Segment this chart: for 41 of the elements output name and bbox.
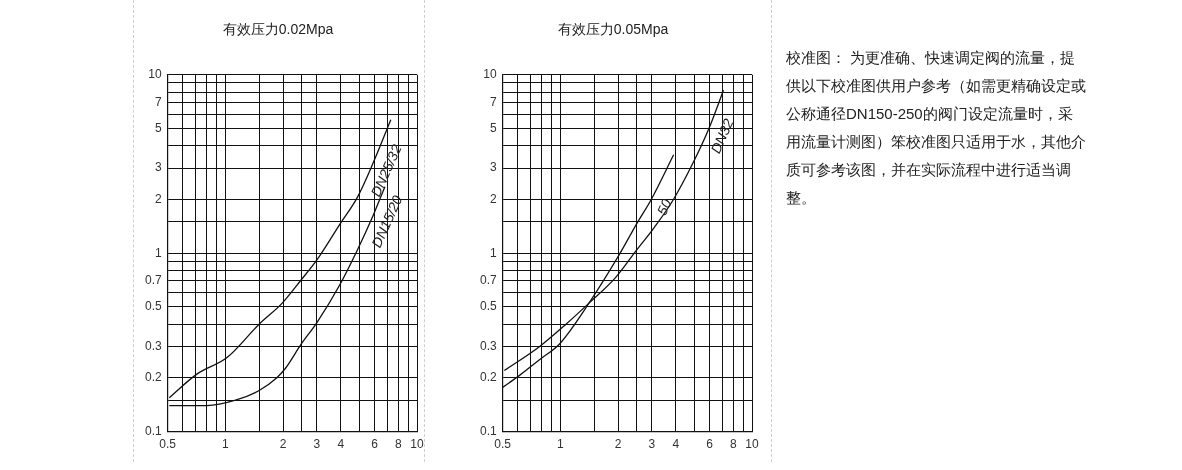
y-tick-label: 0.1	[479, 423, 497, 438]
x-tick-label: 1	[557, 437, 565, 452]
y-tick-label: 3	[154, 160, 162, 175]
y-tick-label: 3	[489, 160, 497, 175]
x-tick-label: 10	[410, 437, 424, 452]
y-tick-label: 0.3	[479, 338, 497, 353]
chart-title: 有效压力0.02Mpa	[222, 21, 334, 38]
text: DN32	[707, 116, 737, 156]
x-tick-label: 8	[395, 437, 403, 452]
x-tick-label: 1	[222, 437, 230, 452]
y-tick-label: 7	[154, 94, 162, 109]
y-tick-label: 0.7	[479, 273, 497, 288]
x-tick-label: 4	[337, 437, 345, 452]
y-tick-label: 0.1	[144, 423, 162, 438]
y-tick-label: 10	[148, 67, 162, 82]
y-tick-label: 2	[489, 191, 497, 206]
y-tick-label: 5	[489, 120, 497, 135]
y-tick-label: 0.5	[144, 299, 162, 314]
text: 50	[653, 196, 675, 218]
chart-title: 有效压力0.05Mpa	[557, 21, 669, 38]
x-tick-label: 8	[730, 437, 738, 452]
y-tick-label: 1	[154, 245, 162, 260]
y-tick-label: 2	[154, 191, 162, 206]
x-tick-label: 2	[279, 437, 287, 452]
y-tick-label: 0.3	[144, 338, 162, 353]
y-tick-label: 0.7	[144, 273, 162, 288]
y-tick-label: 0.2	[144, 370, 162, 385]
y-tick-label: 5	[154, 120, 162, 135]
y-tick-label: 7	[489, 94, 497, 109]
y-tick-label: 10	[483, 67, 497, 82]
x-tick-label: 3	[648, 437, 656, 452]
y-tick-label: 1	[489, 245, 497, 260]
x-tick-label: 6	[706, 437, 714, 452]
x-tick-label: 6	[371, 437, 379, 452]
y-tick-label: 0.5	[479, 299, 497, 314]
x-tick-label: 2	[614, 437, 622, 452]
y-tick-label: 0.2	[479, 370, 497, 385]
text: 校准图： 为更准确、快速调定阀的流量，提供以下校准图供用户参考（如需更精确设定或公称通径DN150-250的阀门设定流量时，采用流量计测图）笨校准图只适用于水，其他介质可参考该图，并在实际流程中进行适当调整。	[786, 48, 1086, 208]
x-tick-label: 10	[745, 437, 759, 452]
x-tick-label: 3	[313, 437, 321, 452]
x-tick-label: 4	[672, 437, 680, 452]
